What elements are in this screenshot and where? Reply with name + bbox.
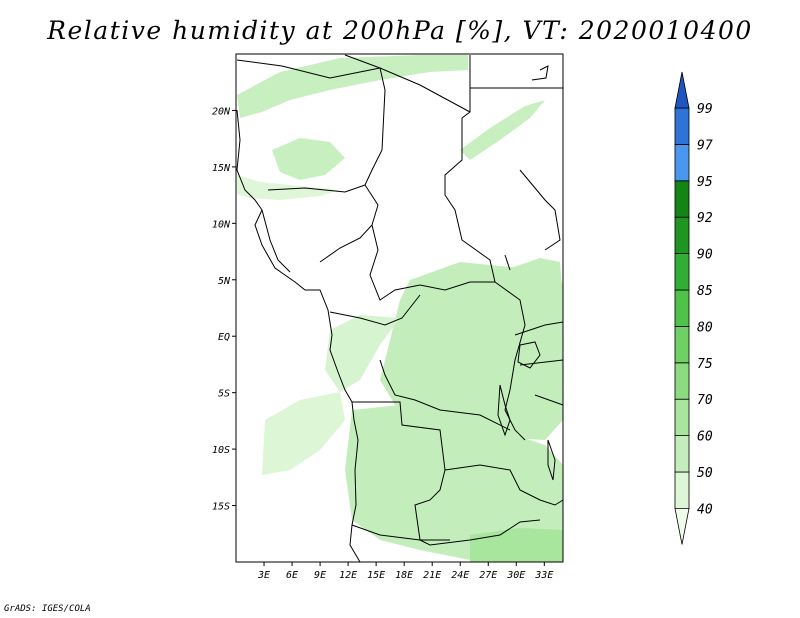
colorbar-bin: [674, 143, 690, 182]
border-east-africa: [514, 321, 564, 406]
x-tick-label: 30E: [506, 570, 525, 581]
humidity-shading: [237, 55, 563, 562]
colorbar-label: 90: [697, 248, 713, 263]
lake-victoria: [517, 341, 541, 369]
humidity-region-west: [237, 175, 340, 200]
lake-malawi: [547, 439, 556, 481]
colorbar-bin: [674, 180, 690, 218]
x-axis-ticks: 3E 6E 9E 12E 15E 18E 21E 24E 27E 30E 33E: [257, 562, 553, 581]
y-axis-ticks: 20N 15N 10N 5N EQ 5S 10S 15S: [212, 106, 236, 513]
colorbar-label: 50: [697, 466, 713, 481]
colorbar-label: 40: [697, 502, 713, 517]
humidity-region-south: [345, 405, 563, 562]
x-tick-label: 6E: [286, 570, 298, 581]
x-tick-label: 3E: [257, 570, 270, 581]
y-tick-label: 10N: [212, 219, 231, 230]
x-tick-label: 24E: [451, 570, 469, 581]
colorbar-bin: [674, 253, 690, 291]
x-tick-label: 9E: [314, 570, 326, 581]
border-congo-drc: [329, 294, 511, 431]
colorbar: 40 50 60 70 75 80 85 90 92 95 97 99: [674, 71, 713, 545]
border-mali-niger: [236, 59, 386, 226]
x-tick-label: 18E: [395, 570, 413, 581]
credit-label: GrADS: IGES/COLA: [4, 604, 91, 614]
humidity-region-southwest: [262, 392, 345, 475]
colorbar-bin: [674, 471, 690, 509]
border-nile-basin: [504, 169, 561, 271]
colorbar-bin: [674, 435, 690, 473]
colorbar-label: 60: [697, 430, 713, 445]
humidity-region-southeast: [470, 528, 563, 562]
y-tick-label: 5S: [218, 389, 230, 400]
nile-delta: [531, 65, 549, 81]
border-zambia: [444, 464, 564, 506]
y-tick-label: 10S: [212, 445, 230, 456]
y-tick-label: EQ: [218, 332, 230, 343]
border-chad-sudan: [444, 55, 496, 283]
border-cameroon-car: [369, 224, 495, 301]
humidity-region-nile: [505, 258, 563, 305]
lake-tanganyika: [497, 384, 511, 437]
colorbar-lower-triangle: [674, 508, 690, 545]
colorbar-bin: [674, 107, 690, 145]
x-tick-label: 12E: [339, 570, 357, 581]
chart-title: Relative humidity at 200hPa [%], VT: 202…: [47, 16, 753, 45]
colorbar-bin: [674, 289, 690, 327]
border-namibia: [351, 519, 541, 546]
humidity-region-east-streak: [460, 100, 545, 160]
humidity-region-congo: [325, 315, 400, 392]
colorbar-label: 97: [697, 138, 713, 153]
y-tick-label: 15S: [212, 502, 230, 513]
humidity-region-north: [237, 55, 468, 118]
border-angola: [352, 401, 450, 541]
humidity-region-central: [380, 262, 563, 440]
border-nigeria: [261, 184, 373, 273]
y-tick-label: 5N: [218, 276, 231, 287]
x-tick-label: 33E: [534, 570, 553, 581]
coastline-west: [236, 109, 361, 563]
humidity-region-sahel: [272, 138, 345, 180]
colorbar-bin: [674, 398, 690, 437]
colorbar-label: 92: [697, 211, 713, 226]
border-libya-chad: [344, 54, 471, 113]
colorbar-bin: [674, 216, 690, 254]
colorbar-label: 99: [697, 102, 713, 117]
colorbar-label: 80: [697, 320, 713, 335]
y-tick-label: 20N: [212, 106, 231, 117]
x-tick-label: 15E: [367, 570, 385, 581]
colorbar-upper-triangle: [674, 71, 690, 109]
colorbar-label: 70: [697, 393, 713, 408]
x-tick-label: 21E: [423, 570, 441, 581]
colorbar-bin: [674, 362, 690, 400]
colorbar-label: 85: [697, 284, 713, 299]
colorbar-label: 75: [697, 357, 713, 372]
colorbar-bin: [674, 325, 690, 364]
country-borders: [236, 54, 564, 563]
colorbar-label: 95: [697, 175, 713, 190]
map-frame: [235, 53, 564, 563]
border-drc-east: [494, 281, 526, 441]
y-tick-label: 15N: [212, 163, 231, 174]
x-tick-label: 27E: [479, 570, 497, 581]
